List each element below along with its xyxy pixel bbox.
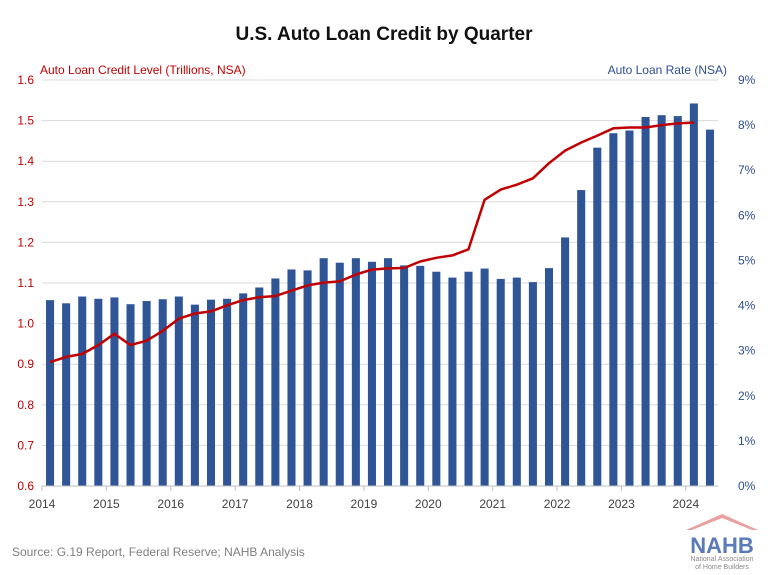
rate-bar (593, 147, 602, 486)
x-tick-label: 2021 (479, 497, 506, 511)
bar-series (46, 103, 714, 487)
right-tick-label: 1% (738, 434, 756, 448)
rate-bar (673, 116, 682, 486)
right-tick-label: 9% (738, 73, 756, 87)
rate-bar (705, 129, 714, 486)
rate-bar (174, 296, 183, 486)
right-tick-label: 8% (738, 118, 756, 132)
right-tick-label: 7% (738, 163, 756, 177)
rate-bar (480, 268, 489, 486)
x-tick-label: 2019 (351, 497, 378, 511)
rate-bar (287, 269, 296, 486)
logo-wordmark: NAHB (690, 533, 754, 558)
rate-bar (689, 103, 698, 487)
left-tick-label: 1.3 (17, 195, 34, 209)
x-tick-label: 2020 (415, 497, 442, 511)
rate-bar (657, 115, 666, 486)
rate-bar (303, 270, 312, 486)
right-tick-label: 5% (738, 253, 756, 267)
rate-bar (271, 278, 280, 486)
x-tick-label: 2016 (157, 497, 184, 511)
left-tick-label: 0.7 (17, 438, 34, 452)
rate-bar (94, 298, 103, 486)
rate-bar (142, 301, 151, 486)
right-axis-title: Auto Loan Rate (NSA) (608, 63, 727, 77)
rate-bar (255, 287, 264, 486)
rate-bar (62, 303, 71, 486)
x-tick-label: 2024 (672, 497, 699, 511)
rate-bar (625, 130, 634, 486)
left-tick-label: 1.2 (17, 235, 34, 249)
rate-bar (190, 304, 199, 486)
x-tick-label: 2015 (93, 497, 120, 511)
rate-bar (367, 261, 376, 486)
rate-bar (158, 299, 167, 486)
rate-bar (335, 262, 344, 486)
rate-bar (384, 258, 393, 486)
gridlines (42, 79, 718, 446)
x-tick-label: 2018 (286, 497, 313, 511)
rate-bar (544, 268, 554, 486)
rate-bar (432, 271, 441, 486)
roof-icon (686, 514, 758, 530)
logo-tagline-1: National Association (690, 556, 753, 563)
source-note: Source: G.19 Report, Federal Reserve; NA… (12, 545, 305, 559)
rate-bar (351, 258, 360, 486)
rate-bar (223, 298, 232, 486)
rate-bar (496, 278, 505, 486)
chart-title: U.S. Auto Loan Credit by Quarter (236, 24, 534, 45)
rate-bar (561, 237, 570, 486)
nahb-logo: NAHB National Association of Home Builde… (686, 514, 758, 571)
rate-bar (528, 282, 537, 486)
left-axis-title: Auto Loan Credit Level (Trillions, NSA) (40, 63, 246, 77)
x-tick-label: 2023 (608, 497, 635, 511)
rate-bar (641, 116, 650, 486)
rate-bar (46, 300, 55, 486)
x-tick-label: 2022 (544, 497, 571, 511)
x-axis-ticks: 2014 2015 2016 2017 2018 2019 2020 2021 2022 2023… (29, 486, 699, 511)
left-tick-label: 1.6 (17, 73, 34, 87)
rate-bar (78, 296, 87, 486)
left-tick-label: 0.8 (17, 398, 34, 412)
rate-bar (126, 304, 135, 486)
left-tick-label: 0.9 (17, 357, 34, 371)
rate-bar (206, 299, 216, 486)
rate-bar (416, 265, 425, 486)
left-tick-label: 0.6 (17, 479, 34, 493)
right-tick-label: 4% (738, 299, 756, 313)
left-tick-label: 1.0 (17, 317, 34, 331)
rate-bar (319, 258, 328, 486)
left-tick-label: 1.5 (17, 114, 34, 128)
rate-bar (110, 297, 119, 486)
left-tick-label: 1.1 (17, 276, 34, 290)
right-tick-label: 3% (738, 344, 756, 358)
rate-bar (400, 265, 409, 486)
left-axis-ticks: 0.6 0.7 0.8 0.9 1.0 1.1 1.2 1.3 1.4 1.5 1.6 (17, 73, 34, 493)
right-tick-label: 2% (738, 389, 756, 403)
right-tick-label: 6% (738, 208, 756, 222)
x-tick-label: 2014 (29, 497, 56, 511)
rate-bar (512, 277, 521, 486)
rate-bar (577, 190, 586, 486)
rate-bar (609, 133, 618, 486)
logo-tagline-2: of Home Builders (695, 564, 749, 571)
x-tick-label: 2017 (222, 497, 249, 511)
right-tick-label: 0% (738, 479, 756, 493)
rate-bar (239, 293, 248, 486)
left-tick-label: 1.4 (17, 154, 34, 168)
rate-bar (464, 271, 473, 486)
right-axis-ticks: 0% 1% 2% 3% 4% 5% 6% 7% 8% 9% (738, 73, 756, 493)
rate-bar (448, 277, 457, 486)
credit-level-line (49, 121, 694, 364)
